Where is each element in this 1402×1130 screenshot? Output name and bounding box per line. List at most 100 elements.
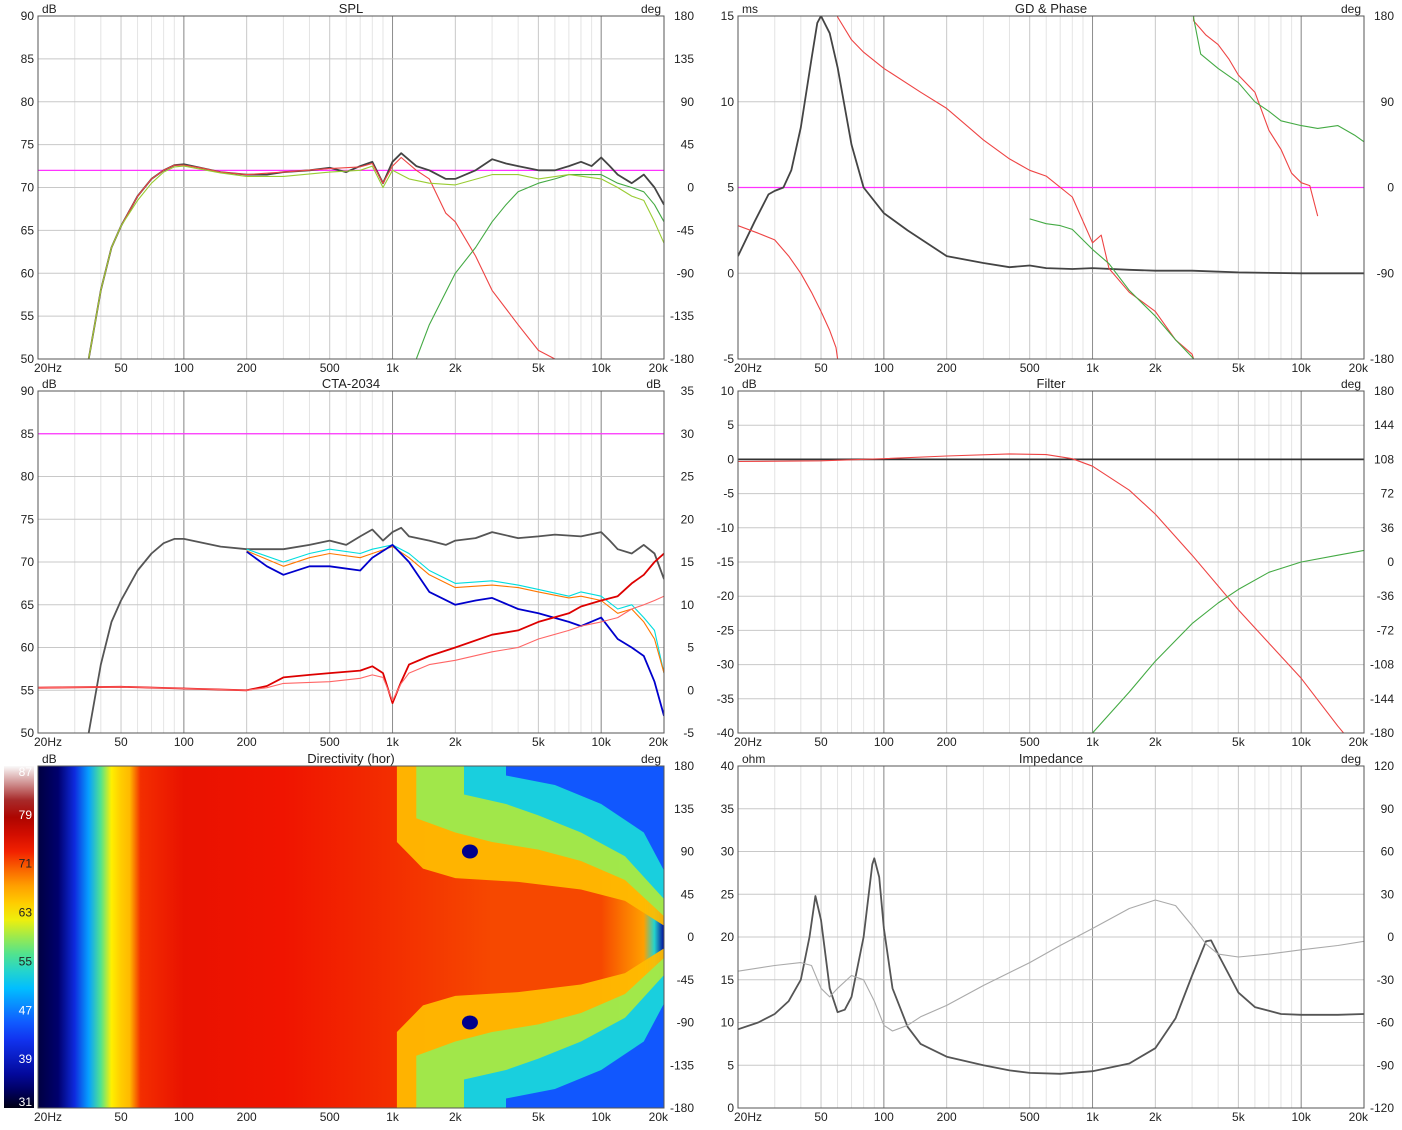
series-line-2 [246,546,664,674]
x-tick-label: 20k [649,1110,669,1124]
y-tick-label: -10 [717,521,735,535]
filter-chart: -40 -35 -30 -25 -20 -15 -10 -5 0 5 10 -180 -144 -108 -… [717,376,1395,749]
directivity-hotspot [461,1015,478,1030]
y2-tick-label: -45 [677,223,695,237]
y-tick-label: 60 [21,266,35,280]
y2-tick-label: -180 [1370,726,1394,740]
directivity-blue-zone [506,1003,664,1108]
x-tick-label: 1k [386,1110,400,1124]
y-tick-label: 90 [21,384,35,398]
y-tick-label: 5 [727,418,734,432]
y-tick-label: -40 [717,726,735,740]
x-tick-label: 10k [1292,1110,1312,1124]
x-tick-label: 50 [114,1110,128,1124]
chart-title: GD & Phase [1015,1,1087,16]
series-line-3 [246,544,664,717]
chart-title: SPL [339,1,364,16]
right-unit-label: deg [1341,2,1361,16]
y-tick-label: 35 [721,802,735,816]
y-tick-label: -30 [717,658,735,672]
x-tick-label: 2k [1149,361,1163,375]
left-unit-label: dB [742,377,757,391]
x-tick-label: 1k [1086,1110,1100,1124]
y2-tick-label: 15 [681,555,695,569]
y2-tick-label: 60 [1381,845,1395,859]
x-tick-label: 500 [320,735,340,749]
chart-title: Directivity (hor) [307,751,394,766]
y-tick-label: 75 [21,512,35,526]
y2-tick-label: 0 [687,930,694,944]
x-tick-label: 200 [237,735,257,749]
colorbar-tick-label: 31 [19,1095,33,1109]
y2-tick-label: 135 [674,52,694,66]
y2-tick-label: -144 [1370,692,1394,706]
x-tick-label: 20Hz [734,361,762,375]
y-tick-label: -35 [717,692,735,706]
series-line-2 [1029,16,1364,359]
x-tick-label: 10k [1292,361,1312,375]
y2-tick-label: -120 [1370,1101,1394,1115]
y2-tick-label: 90 [681,95,695,109]
y-tick-label: 90 [21,9,35,23]
series-line-0 [738,857,1364,1075]
y-tick-label: 75 [21,138,35,152]
y-tick-label: 25 [721,887,735,901]
y-tick-label: 20 [721,930,735,944]
series-line-3 [88,165,664,359]
colorbar [4,766,34,1108]
colorbar-tick-label: 71 [19,857,33,871]
chart-title: Filter [1037,376,1067,391]
y2-tick-label: 36 [1381,521,1395,535]
y-tick-label: 65 [21,598,35,612]
y2-tick-label: 180 [674,9,694,23]
y-tick-label: 65 [21,223,35,237]
y-tick-label: 70 [21,555,35,569]
y-tick-label: 50 [21,726,35,740]
y2-tick-label: 0 [1387,930,1394,944]
x-tick-label: 100 [874,361,894,375]
y-tick-label: 0 [727,1101,734,1115]
y-tick-label: 55 [21,683,35,697]
x-tick-label: 100 [174,1110,194,1124]
y-tick-label: 50 [21,352,35,366]
right-unit-label: deg [641,2,661,16]
right-unit-label: deg [1341,752,1361,766]
gd-phase-chart: -5 0 5 10 15 -180 -90 0 90 180 GD & Phase ms deg 20Hz… [721,1,1395,375]
colorbar-tick-label: 79 [19,808,33,822]
x-tick-label: 100 [874,735,894,749]
y2-tick-label: 20 [681,512,695,526]
y-tick-label: 80 [21,470,35,484]
y-tick-label: 5 [727,181,734,195]
y-tick-label: 55 [21,309,35,323]
y-tick-label: 10 [721,384,735,398]
y2-tick-label: -180 [670,1101,694,1115]
y2-tick-label: 30 [681,427,695,441]
y-tick-label: 0 [727,452,734,466]
y2-tick-label: 5 [687,641,694,655]
y2-tick-label: 135 [674,802,694,816]
y2-tick-label: -180 [670,352,694,366]
x-tick-label: 20Hz [34,361,62,375]
right-unit-label: deg [1341,377,1361,391]
y2-tick-label: -90 [1377,266,1395,280]
y2-tick-label: 35 [681,384,695,398]
x-tick-label: 5k [532,735,546,749]
x-tick-label: 5k [532,1110,546,1124]
x-tick-label: 50 [114,735,128,749]
x-tick-label: 2k [449,1110,463,1124]
colorbar-tick-label: 39 [19,1052,33,1066]
y2-tick-label: -90 [677,1016,695,1030]
series-line-0 [87,526,664,733]
y2-tick-label: 90 [1381,802,1395,816]
x-tick-label: 20k [649,735,669,749]
y2-tick-label: 30 [1381,887,1395,901]
colorbar-tick-label: 63 [19,906,33,920]
y2-tick-label: 144 [1374,418,1394,432]
left-unit-label: dB [42,2,57,16]
y-tick-label: -5 [723,487,734,501]
y2-tick-label: 0 [1387,181,1394,195]
left-unit-label: ohm [742,752,765,766]
y-tick-label: 5 [727,1058,734,1072]
x-tick-label: 5k [1232,1110,1246,1124]
y2-tick-label: 180 [1374,384,1394,398]
